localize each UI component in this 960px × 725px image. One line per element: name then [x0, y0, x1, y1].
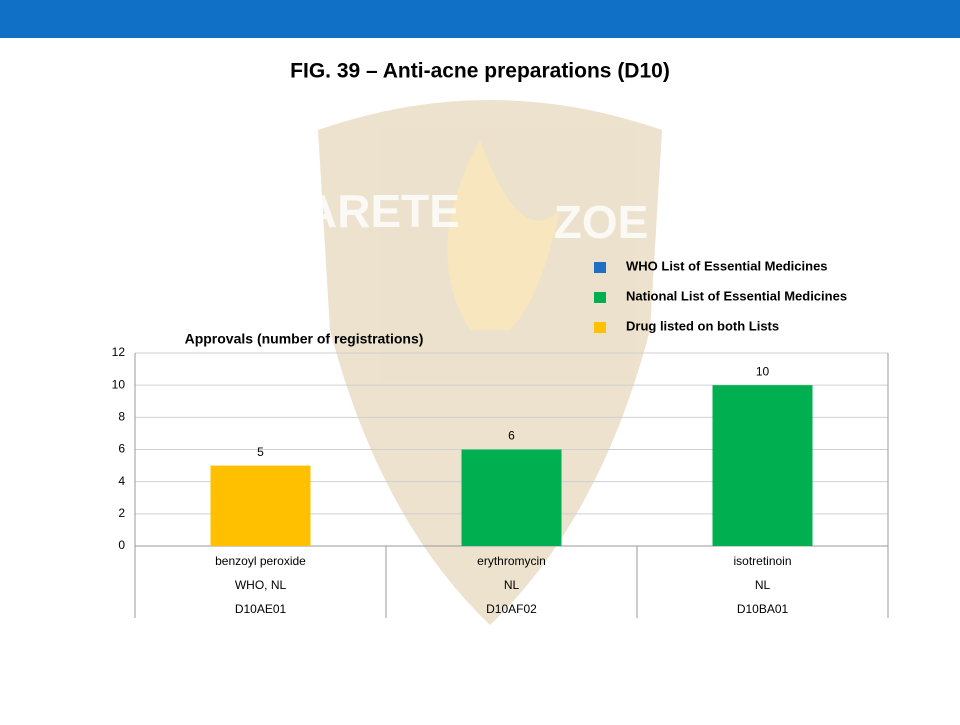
x-tick-label: benzoyl peroxide: [215, 554, 306, 568]
watermark-text: ARETE: [304, 185, 460, 237]
legend-label: Drug listed on both Lists: [626, 318, 779, 333]
slide-title: FIG. 39 – Anti-acne preparations (D10): [290, 60, 670, 83]
y-tick-label: 4: [118, 474, 125, 488]
x-tick-sublabel: WHO, NL: [235, 578, 287, 592]
x-tick-sublabel: NL: [504, 578, 520, 592]
legend-label: WHO List of Essential Medicines: [626, 258, 828, 273]
bar: [461, 449, 562, 546]
x-tick-sublabel: D10AE01: [235, 602, 287, 616]
shield: [318, 100, 662, 625]
top-bar: [0, 0, 960, 38]
x-tick-sublabel: NL: [755, 578, 771, 592]
y-tick-label: 0: [118, 538, 125, 552]
x-tick-label: isotretinoin: [733, 554, 791, 568]
x-tick-sublabel: D10BA01: [737, 602, 789, 616]
x-tick-label: erythromycin: [477, 554, 546, 568]
y-tick-label: 2: [118, 506, 125, 520]
legend-swatch: [594, 322, 606, 333]
data-label: 5: [257, 445, 264, 459]
data-label: 10: [756, 364, 770, 378]
watermark-text: ZOE: [554, 196, 649, 248]
flame: [447, 140, 560, 330]
y-tick-label: 12: [112, 345, 126, 359]
watermark-logo: [318, 100, 662, 625]
chart-title: Approvals (number of registrations): [185, 331, 424, 347]
legend-swatch: [594, 262, 606, 273]
bar: [712, 385, 813, 546]
y-tick-label: 8: [118, 410, 125, 424]
y-tick-label: 6: [118, 442, 125, 456]
legend-swatch: [594, 292, 606, 303]
bar: [210, 465, 311, 546]
x-tick-sublabel: D10AF02: [486, 602, 537, 616]
data-label: 6: [508, 429, 515, 443]
y-tick-label: 10: [112, 377, 126, 391]
legend-label: National List of Essential Medicines: [626, 288, 847, 303]
